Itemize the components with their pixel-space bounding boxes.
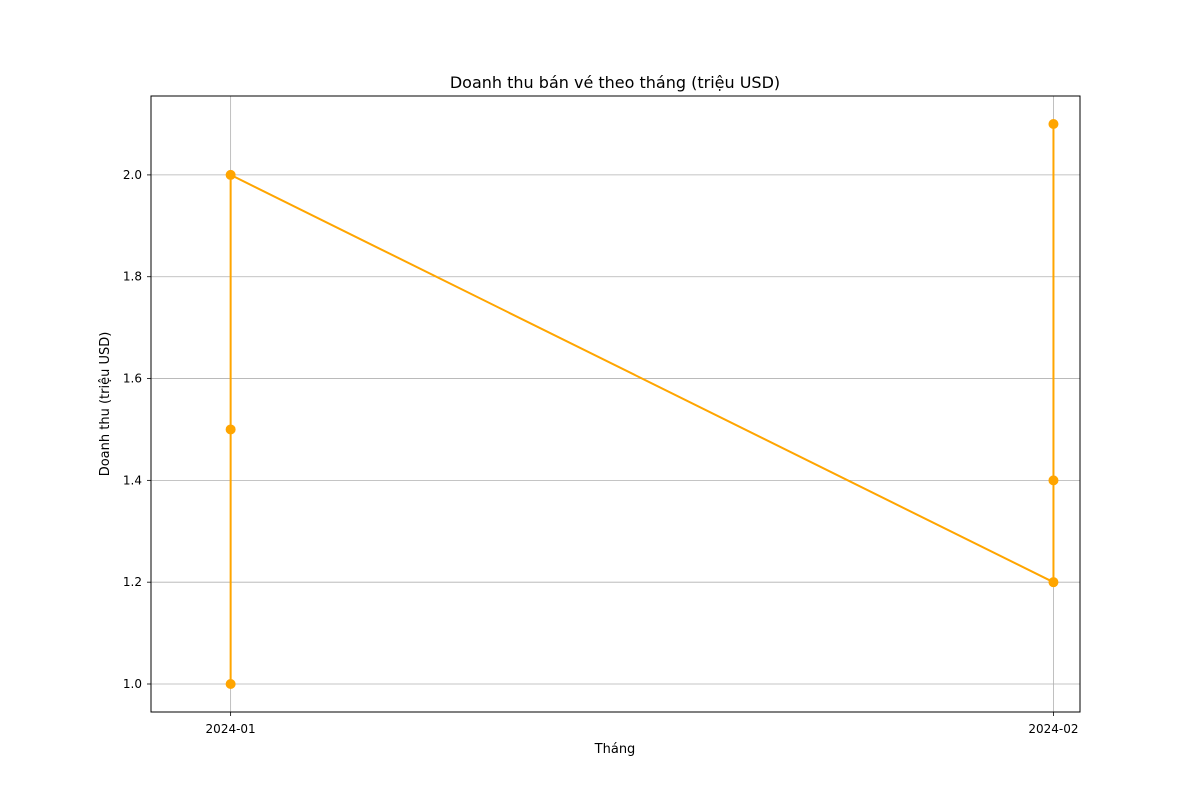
- data-point: [1048, 577, 1059, 588]
- plot-frame: [150, 95, 1081, 713]
- y-tick-label: 1.4: [123, 473, 142, 487]
- series: [225, 119, 1059, 689]
- x-tick-label: 2024-01: [206, 722, 256, 736]
- axis-ticks: 1.0 1.2 1.4 1.6 1.8 2.0 2024-01 2024-02: [123, 168, 1079, 736]
- data-point: [225, 169, 236, 180]
- x-tick-label: 2024-02: [1028, 722, 1078, 736]
- data-point: [225, 424, 236, 435]
- y-tick-label: 2.0: [123, 168, 142, 182]
- y-tick-label: 1.2: [123, 575, 142, 589]
- y-tick-label: 1.0: [123, 677, 142, 691]
- y-tick-label: 1.8: [123, 270, 142, 284]
- y-tick-label: 1.6: [123, 372, 142, 386]
- x-axis-label: Tháng: [594, 742, 636, 757]
- data-point: [225, 679, 236, 689]
- y-axis-label: Doanh thu (triệu USD): [98, 332, 113, 477]
- data-point: [1048, 119, 1059, 129]
- series-line: [229, 123, 1055, 685]
- data-point: [1048, 475, 1059, 486]
- chart-title: Doanh thu bán vé theo tháng (triệu USD): [450, 73, 780, 92]
